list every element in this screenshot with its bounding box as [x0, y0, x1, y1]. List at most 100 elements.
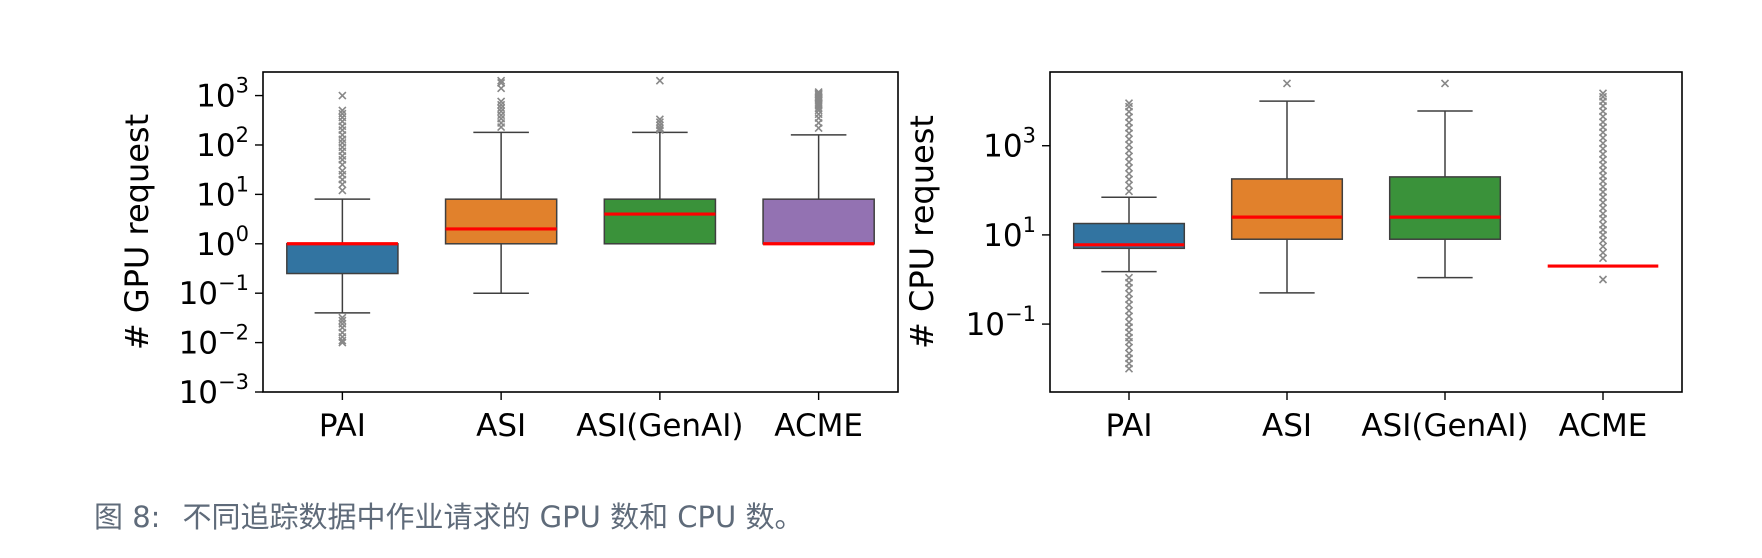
y-tick-label: 101 [983, 213, 1036, 254]
y-tick-label-exponent: 1 [236, 172, 249, 196]
box-body [762, 198, 875, 245]
box-asigenai [603, 76, 717, 245]
outlier-point [338, 138, 347, 147]
outlier-point [1598, 92, 1608, 101]
box-body [1230, 178, 1344, 240]
y-tick-label-exponent: 3 [236, 74, 249, 98]
outlier-point [655, 118, 664, 127]
x-tick-label: ASI(GenAI) [576, 408, 743, 444]
outlier-point [1124, 318, 1134, 327]
outlier-point [1124, 349, 1134, 358]
outlier-point [497, 76, 506, 85]
outlier-point [1124, 273, 1134, 282]
outlier-point [338, 166, 347, 175]
outlier-point [1124, 306, 1134, 315]
outlier-point [1598, 220, 1608, 229]
box-body [603, 198, 717, 245]
y-tick-label: 10−2 [179, 321, 249, 362]
y-tick-label-base: 10 [179, 326, 218, 362]
y-tick-label-exponent: −2 [218, 321, 249, 345]
box-acme [1547, 89, 1659, 284]
outlier-point [1124, 102, 1134, 111]
y-tick-label-exponent: −3 [218, 370, 249, 394]
y-tick-label: 10−1 [966, 302, 1036, 343]
box-asi [1230, 79, 1344, 294]
outlier-point [1282, 79, 1292, 88]
outlier-point [338, 186, 347, 195]
outlier-point [814, 110, 823, 119]
box-body [1388, 176, 1502, 240]
plot-frame [1049, 71, 1683, 393]
y-tick-label: 100 [196, 222, 249, 263]
outlier-point [338, 313, 347, 322]
x-tick-label: ACME [1559, 408, 1648, 444]
outlier-point [497, 107, 506, 116]
box-body [286, 243, 399, 275]
y-tick-label-exponent: 3 [1023, 124, 1036, 148]
outlier-point [497, 100, 506, 109]
y-tick-label-base: 10 [983, 218, 1022, 254]
outlier-point [655, 115, 664, 124]
box-body [444, 198, 558, 245]
y-tick-label-exponent: 0 [236, 222, 249, 246]
y-tick-label: 103 [983, 124, 1036, 165]
outlier-point [497, 114, 506, 123]
box-acme [762, 87, 875, 246]
y-axis-label: # CPU request [903, 115, 941, 349]
box-asigenai [1388, 79, 1502, 279]
y-tick-label-base: 10 [196, 128, 235, 164]
plot-frame [262, 71, 899, 393]
y-tick-label: 10−3 [179, 370, 249, 411]
outlier-point [1598, 89, 1608, 98]
outlier-point [1598, 248, 1608, 257]
y-tick-label: 10−1 [179, 271, 249, 312]
outlier-point [1124, 99, 1134, 108]
outlier-point [497, 97, 506, 106]
outlier-point [1598, 275, 1608, 284]
outlier-point [655, 121, 664, 130]
x-tick-label: ASI(GenAI) [1361, 408, 1528, 444]
caption-label: 图 8: [94, 500, 161, 534]
outlier-point [655, 123, 664, 133]
outlier-point [655, 76, 664, 85]
outlier-point [1598, 242, 1608, 251]
outlier-point [497, 103, 506, 113]
y-tick-label-base: 10 [966, 307, 1005, 343]
outlier-point [338, 319, 347, 328]
outlier-point [814, 87, 823, 97]
y-axis-label: # GPU request [118, 114, 156, 350]
y-tick-label-base: 10 [983, 129, 1022, 165]
figure-caption: 图 8: 不同追踪数据中作业请求的 GPU 数和 CPU 数。 [94, 494, 803, 536]
y-tick-label: 102 [196, 123, 249, 164]
y-tick-label-exponent: −1 [1005, 302, 1036, 326]
y-tick-label-base: 10 [196, 227, 235, 263]
box-pai [286, 91, 399, 347]
outlier-point [338, 106, 347, 115]
outlier-point [497, 78, 506, 88]
x-tick-label: PAI [1105, 408, 1152, 444]
x-tick-label: ASI [476, 408, 526, 444]
outlier-point [1124, 135, 1134, 144]
caption-text: 不同追踪数据中作业请求的 GPU 数和 CPU 数。 [182, 500, 804, 534]
y-tick-label-exponent: 1 [1023, 213, 1036, 237]
y-tick-label-exponent: 2 [236, 123, 249, 147]
y-tick-label-base: 10 [196, 79, 235, 115]
x-tick-label: PAI [319, 408, 366, 444]
outlier-point [814, 89, 823, 98]
outlier-point [338, 91, 347, 100]
outlier-point [814, 90, 823, 99]
x-tick-label: ACME [774, 408, 863, 444]
outlier-point [338, 109, 347, 118]
outlier-point [1124, 289, 1134, 298]
x-tick-label: ASI [1262, 408, 1312, 444]
y-tick-label-exponent: −1 [218, 271, 249, 295]
outlier-point [338, 316, 347, 325]
box-asi [444, 76, 558, 294]
outlier-point [1124, 187, 1134, 196]
y-tick-label-base: 10 [179, 276, 218, 312]
y-tick-label-base: 10 [196, 177, 235, 213]
box-pai [1072, 99, 1186, 373]
